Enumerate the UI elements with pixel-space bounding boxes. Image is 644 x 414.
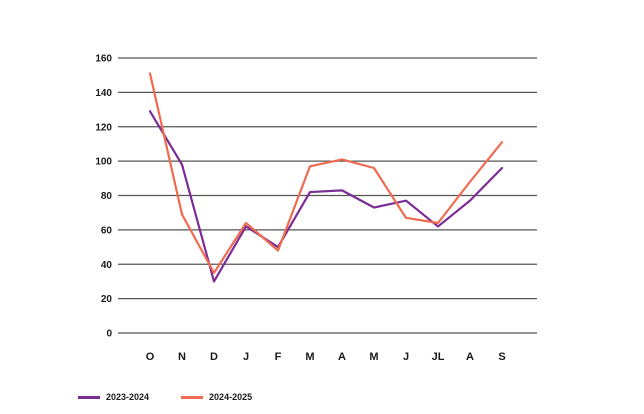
x-tick-label: S bbox=[498, 351, 505, 363]
legend-label: 2024-2025 bbox=[209, 392, 253, 402]
legend-item-2024-2025: 2024-2025 bbox=[181, 392, 252, 402]
y-tick-label: 0 bbox=[106, 329, 112, 340]
y-tick-label: 140 bbox=[95, 88, 112, 99]
y-tick-label: 100 bbox=[95, 157, 112, 168]
x-tick-label: O bbox=[146, 351, 155, 363]
gridlines bbox=[118, 57, 537, 334]
x-tick-label: M bbox=[369, 351, 378, 363]
legend-swatch bbox=[78, 395, 100, 399]
y-tick-label: 60 bbox=[101, 225, 113, 236]
x-tick-label: F bbox=[275, 351, 282, 363]
series-line-2024-2025 bbox=[148, 72, 504, 274]
x-axis-ticks: O N D J F M A M J JL A S bbox=[146, 351, 506, 363]
y-tick-label: 120 bbox=[95, 122, 112, 133]
legend-item-2023-2024: 2023-2024 bbox=[78, 392, 149, 402]
legend-swatch bbox=[181, 395, 204, 399]
y-tick-label: 80 bbox=[101, 191, 113, 202]
x-tick-label: D bbox=[210, 351, 218, 363]
x-tick-label: J bbox=[403, 351, 409, 363]
y-tick-label: 160 bbox=[95, 54, 112, 65]
y-axis-ticks: 0 20 40 60 80 100 120 140 160 bbox=[95, 54, 112, 340]
x-tick-label: A bbox=[338, 351, 346, 363]
x-tick-label: A bbox=[466, 351, 474, 363]
x-tick-label: J bbox=[243, 351, 249, 363]
y-tick-label: 20 bbox=[101, 294, 113, 305]
legend: 2023-2024 2024-2025 bbox=[78, 392, 252, 402]
y-tick-label: 40 bbox=[101, 260, 113, 271]
x-tick-label: N bbox=[178, 351, 186, 363]
legend-label: 2023-2024 bbox=[106, 392, 150, 402]
x-tick-label: JL bbox=[432, 351, 445, 363]
series-line-2023-2024 bbox=[148, 110, 504, 283]
series-lines bbox=[148, 72, 504, 283]
x-tick-label: M bbox=[305, 351, 314, 363]
